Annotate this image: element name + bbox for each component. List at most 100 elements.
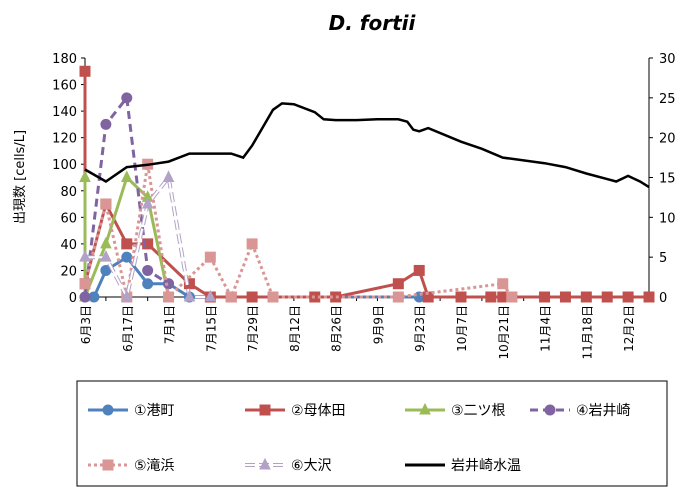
x-tick-label: 11月4日 <box>539 305 553 352</box>
y-tick-label: 100 <box>52 158 77 173</box>
data-point <box>121 92 133 104</box>
data-point <box>267 291 279 303</box>
y-tick-label: 180 <box>52 52 77 67</box>
data-point <box>246 291 258 303</box>
y-tick-label: 40 <box>60 238 77 253</box>
x-tick-label: 11月18日 <box>580 305 594 360</box>
y-tick-label: 140 <box>52 105 77 120</box>
legend-marker <box>259 404 271 416</box>
data-point <box>142 264 154 276</box>
x-tick-label: 10月7日 <box>455 305 469 352</box>
data-point <box>120 289 133 302</box>
data-point <box>142 278 154 290</box>
data-point <box>100 236 112 249</box>
data-point <box>142 238 154 250</box>
data-point <box>497 278 509 290</box>
x-tick-label: 9月23日 <box>413 305 427 352</box>
data-point <box>559 291 571 303</box>
data-point <box>204 289 217 302</box>
legend-label: ③二ツ根 <box>451 403 506 419</box>
legend-label: ④岩井崎 <box>576 403 631 419</box>
y2-tick-label: 30 <box>659 52 676 67</box>
data-point <box>622 291 634 303</box>
legend-item-6: ⑥大沢 <box>245 457 332 474</box>
data-point <box>79 291 91 303</box>
data-point <box>100 118 112 130</box>
x-tick-label: 8月26日 <box>330 305 344 352</box>
data-point <box>539 291 551 303</box>
legend-box <box>76 380 668 487</box>
y2-tick-label: 15 <box>659 172 676 187</box>
data-point <box>225 291 237 303</box>
x-tick-label: 6月3日 <box>79 305 93 344</box>
data-point <box>392 278 404 290</box>
data-point <box>246 238 258 250</box>
series-line <box>83 163 513 301</box>
series-4 <box>79 92 175 303</box>
series-layer <box>79 65 655 303</box>
legend-label: ⑥大沢 <box>291 458 332 474</box>
x-tick-label: 10月21日 <box>497 305 511 360</box>
data-point <box>141 196 154 209</box>
data-point <box>601 291 613 303</box>
y-tick-label: 20 <box>60 264 77 279</box>
data-point <box>392 291 404 303</box>
y-tick-label: 0 <box>69 291 77 306</box>
data-point <box>121 238 133 250</box>
data-point <box>204 251 216 263</box>
data-point <box>643 291 655 303</box>
series-2 <box>79 65 655 303</box>
x-tick-label: 7月29日 <box>246 305 260 352</box>
legend-label: ①港町 <box>134 403 175 419</box>
y-tick-label: 80 <box>60 185 77 200</box>
series-7 <box>84 102 650 189</box>
y2-tick-label: 10 <box>659 211 676 226</box>
data-point <box>485 291 497 303</box>
y-tick-label: 120 <box>52 132 77 147</box>
data-point <box>79 250 91 262</box>
data-point <box>79 278 91 290</box>
series-5 <box>79 158 518 303</box>
x-tick-label: 8月12日 <box>288 305 302 352</box>
data-point <box>100 198 112 210</box>
data-point <box>580 291 592 303</box>
legend-marker <box>102 459 114 471</box>
legend-label: ⑤滝浜 <box>134 458 175 474</box>
data-point <box>120 170 133 182</box>
series-6 <box>79 170 217 303</box>
y2-tick-label: 20 <box>659 132 676 147</box>
data-point <box>79 170 91 182</box>
x-tick-label: 9月9日 <box>371 305 385 344</box>
legend-label: ②母体田 <box>291 403 346 419</box>
legend-item-4: ④岩井崎 <box>530 403 631 419</box>
x-tick-label: 12月2日 <box>622 305 636 352</box>
data-point <box>413 264 425 276</box>
x-tick-label: 7月1日 <box>163 305 177 344</box>
series-line <box>84 102 650 189</box>
data-point <box>455 291 467 303</box>
legend-item-3: ③二ツ根 <box>405 402 506 419</box>
data-point <box>100 250 112 262</box>
y2-tick-label: 5 <box>659 251 667 266</box>
y-axis-label: 出現数 [cells/L] <box>13 130 28 224</box>
y2-tick-label: 0 <box>659 291 667 306</box>
legend: ①港町 ②母体田 ③二ツ根 ④岩井崎 ⑤滝浜 ⑥大沢 岩井崎水温 <box>88 402 631 474</box>
legend-item-2: ②母体田 <box>245 403 346 419</box>
y-tick-label: 160 <box>52 79 77 94</box>
legend-item-5: ⑤滝浜 <box>88 458 175 474</box>
y2-tick-label: 25 <box>659 92 676 107</box>
data-point <box>79 65 91 77</box>
x-tick-label: 6月17日 <box>121 305 135 352</box>
axes: 0 20 40 60 80 100 120 140 160 180 0 5 10 15 20 25 30 6月3日… <box>52 52 675 360</box>
legend-marker <box>102 404 114 416</box>
legend-item-7: 岩井崎水温 <box>405 458 521 474</box>
data-point <box>121 251 133 263</box>
legend-marker <box>259 457 271 470</box>
data-point <box>162 170 175 182</box>
legend-marker <box>419 402 431 415</box>
data-point <box>183 289 196 302</box>
legend-item-1: ①港町 <box>88 403 175 419</box>
legend-label: 岩井崎水温 <box>451 458 521 474</box>
data-point <box>506 291 518 303</box>
